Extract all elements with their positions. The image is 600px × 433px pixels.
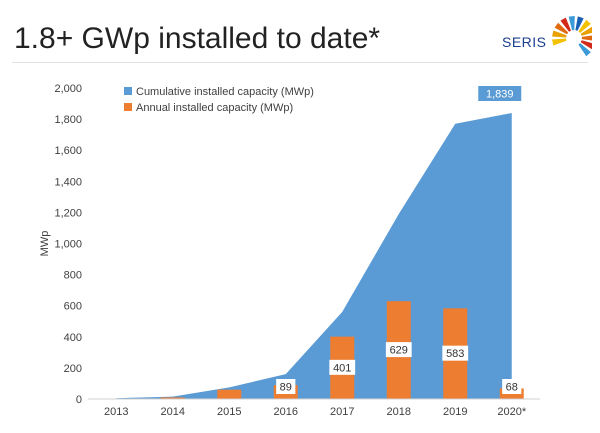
legend-swatch <box>124 87 132 95</box>
x-tick-label: 2020* <box>497 406 526 418</box>
y-axis-title: MWp <box>39 231 51 257</box>
x-tick-label: 2016 <box>274 406 298 418</box>
logo-ray <box>578 19 591 33</box>
legend-swatch <box>124 103 132 111</box>
y-tick-label: 2,000 <box>54 83 82 95</box>
logo-ray <box>568 16 575 31</box>
logo-ray <box>580 40 592 50</box>
logo-ray <box>580 26 592 36</box>
logo-ray <box>581 35 592 41</box>
callout-box <box>478 86 522 101</box>
logo-ray <box>552 38 567 46</box>
x-tick-label: 2014 <box>161 406 185 418</box>
data-label: 68 <box>506 382 518 394</box>
cumulative-area <box>116 113 512 400</box>
x-tick-label: 2018 <box>387 406 411 418</box>
seris-logo: SERIS <box>502 8 592 64</box>
callout-label: 1,839 <box>486 89 514 101</box>
y-tick-label: 800 <box>64 270 82 282</box>
logo-text: SERIS <box>502 34 547 50</box>
data-label: 401 <box>333 362 351 374</box>
y-tick-label: 1,800 <box>54 114 82 126</box>
data-label-box <box>502 379 522 394</box>
logo-ray <box>560 17 572 32</box>
y-tick-label: 1,400 <box>54 176 82 188</box>
y-tick-label: 400 <box>64 332 82 344</box>
logo-ray <box>578 43 591 57</box>
x-tick-label: 2019 <box>443 406 467 418</box>
legend-label: Cumulative installed capacity (MWp) <box>136 86 314 98</box>
logo-ray <box>554 22 569 35</box>
x-tick-label: 2017 <box>330 406 354 418</box>
y-tick-label: 1,000 <box>54 239 82 251</box>
title-divider <box>12 62 588 63</box>
data-label: 629 <box>390 345 408 357</box>
logo-ray <box>575 16 584 31</box>
x-tick-label: 2013 <box>104 406 128 418</box>
sun-logo-icon <box>552 16 592 57</box>
data-label-box <box>276 379 296 394</box>
x-tick-label: 2015 <box>217 406 241 418</box>
data-label-box <box>385 342 412 358</box>
y-tick-label: 1,600 <box>54 145 82 157</box>
page-title: 1.8+ GWp installed to date* <box>14 22 381 55</box>
annual-bar <box>160 397 185 399</box>
legend-label: Annual installed capacity (MWp) <box>136 102 293 114</box>
data-label: 583 <box>446 348 464 360</box>
data-label-box <box>329 359 356 375</box>
y-tick-label: 0 <box>76 394 82 406</box>
annual-bar <box>217 389 242 399</box>
logo-ray <box>552 30 567 38</box>
data-label: 89 <box>280 382 292 394</box>
data-label-box <box>442 345 469 361</box>
y-tick-label: 200 <box>64 363 82 375</box>
y-tick-label: 600 <box>64 301 82 313</box>
y-tick-label: 1,200 <box>54 207 82 219</box>
